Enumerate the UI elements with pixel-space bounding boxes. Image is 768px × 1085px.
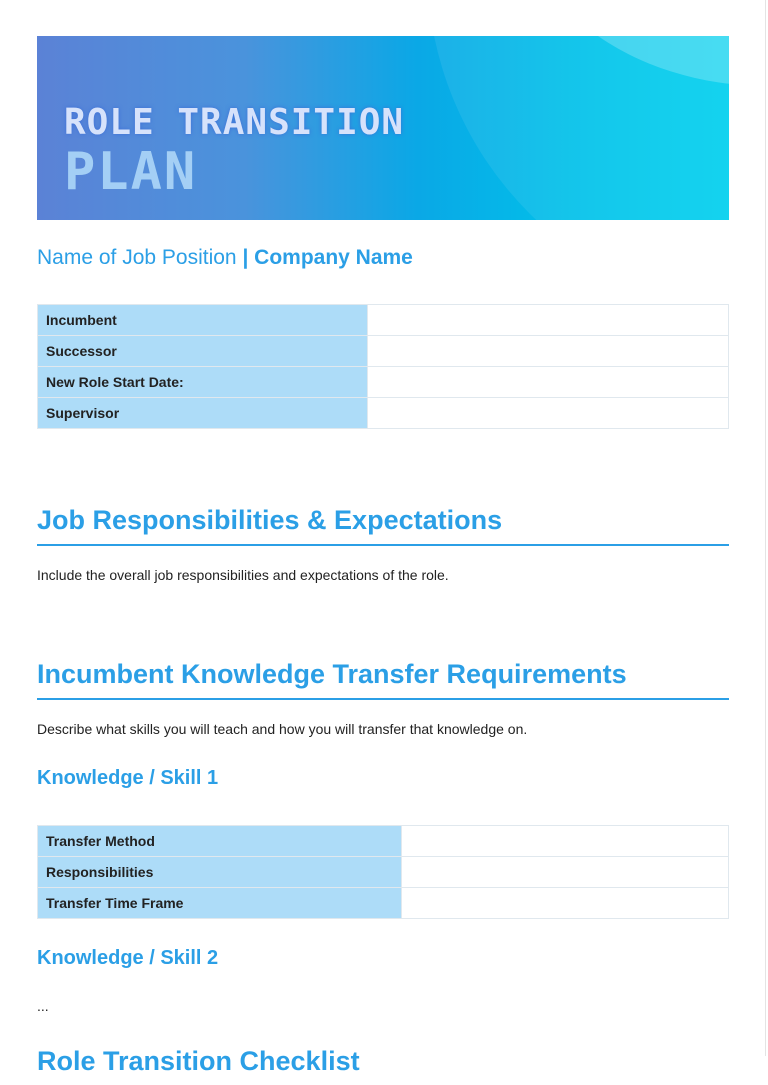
table-row: Supervisor <box>37 397 729 429</box>
info-table: Incumbent Successor New Role Start Date:… <box>37 304 729 429</box>
table-row: Responsibilities <box>37 856 729 888</box>
subsection-heading: Knowledge / Skill 2 <box>37 947 219 969</box>
section-heading: Incumbent Knowledge Transfer Requirement… <box>37 659 729 700</box>
row-label: Successor <box>37 335 368 367</box>
section-text: Describe what skills you will teach and … <box>37 721 528 737</box>
company-name: Company Name <box>254 246 413 269</box>
banner-title-line2: PLAN <box>64 142 198 202</box>
skill-table: Transfer Method Responsibilities Transfe… <box>37 825 729 919</box>
section-text: Include the overall job responsibilities… <box>37 567 449 583</box>
row-label: Transfer Method <box>37 825 402 857</box>
row-label: Incumbent <box>37 304 368 336</box>
table-row: Transfer Method <box>37 825 729 857</box>
banner-title-line1: ROLE TRANSITION <box>64 102 405 143</box>
row-value[interactable] <box>401 825 729 857</box>
row-value[interactable] <box>367 397 729 429</box>
table-row: Incumbent <box>37 304 729 336</box>
section-heading: Role Transition Checklist <box>37 1046 360 1076</box>
page-edge <box>765 0 766 1056</box>
subsection-heading: Knowledge / Skill 1 <box>37 767 219 789</box>
table-row: Transfer Time Frame <box>37 887 729 919</box>
job-position: Name of Job Position <box>37 246 237 269</box>
title-banner: ROLE TRANSITION PLAN <box>37 36 729 220</box>
separator: | <box>236 246 255 269</box>
table-row: New Role Start Date: <box>37 366 729 398</box>
row-value[interactable] <box>367 366 729 398</box>
subtitle: Name of Job Position | Company Name <box>37 246 413 270</box>
row-label: New Role Start Date: <box>37 366 368 398</box>
row-label: Responsibilities <box>37 856 402 888</box>
row-label: Transfer Time Frame <box>37 887 402 919</box>
row-value[interactable] <box>401 856 729 888</box>
section-heading: Job Responsibilities & Expectations <box>37 505 729 546</box>
row-value[interactable] <box>367 335 729 367</box>
row-value[interactable] <box>401 887 729 919</box>
section-text: ... <box>37 998 49 1014</box>
row-value[interactable] <box>367 304 729 336</box>
row-label: Supervisor <box>37 397 368 429</box>
table-row: Successor <box>37 335 729 367</box>
